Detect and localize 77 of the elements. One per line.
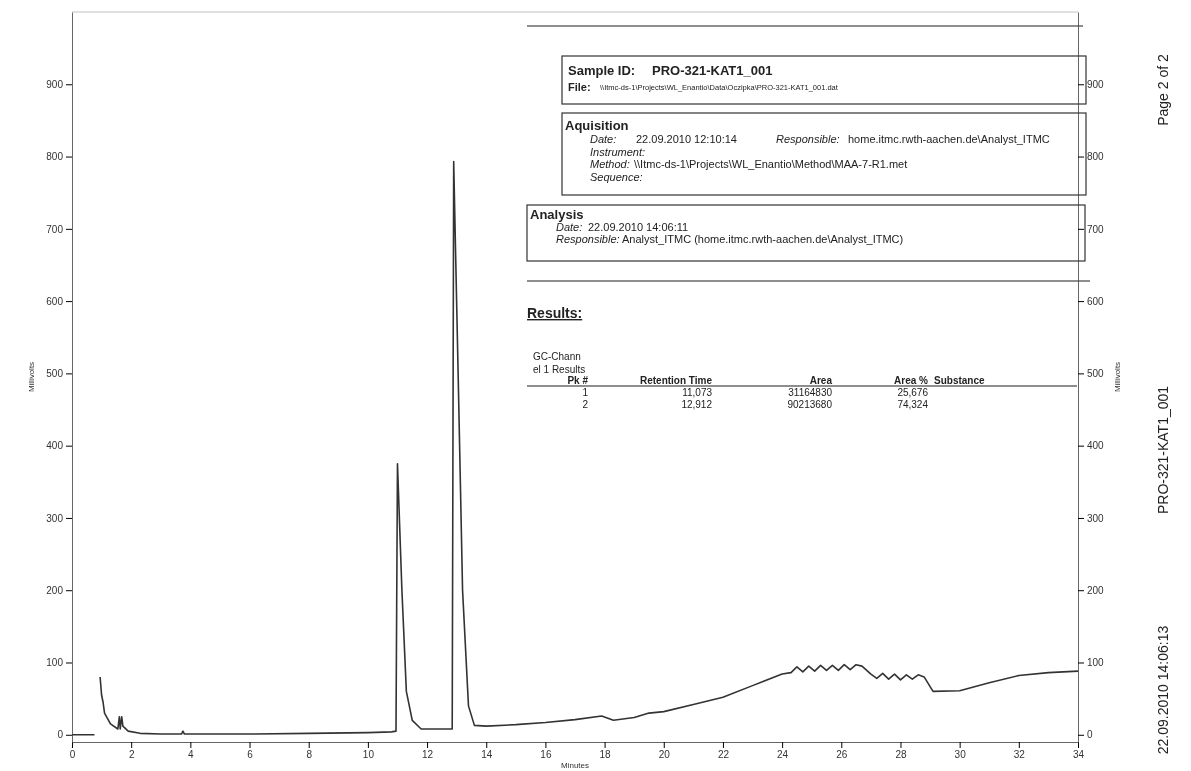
- y2-tick-label: 200: [1087, 584, 1105, 596]
- annotation: el 1 Results: [533, 364, 586, 375]
- y-tick-label: 500: [46, 368, 64, 380]
- annotation: Instrument:: [590, 146, 646, 158]
- annotation: 2: [582, 399, 589, 410]
- annotation: 11,073: [682, 387, 713, 398]
- x-tick-label: 30: [954, 749, 967, 761]
- x-tick-label: 24: [777, 749, 789, 761]
- y-tick-label: 200: [46, 584, 64, 596]
- y2-tick-label: 800: [1087, 151, 1105, 163]
- annotation: Pk #: [567, 375, 589, 386]
- x-tick-label: 2: [128, 749, 135, 761]
- x-tick-label: 32: [1013, 749, 1026, 761]
- y2-tick-label: 0: [1087, 729, 1093, 741]
- y-tick-label: 0: [57, 729, 64, 741]
- text: 22.09.2010 14:06:13: [1155, 625, 1171, 755]
- x-tick-label: 4: [188, 749, 195, 761]
- text: PRO-321-KAT1_001: [1155, 385, 1171, 515]
- x-tick-label: 18: [599, 749, 612, 761]
- y2-tick-label: 100: [1087, 657, 1105, 669]
- annotation: home.itmc.rwth-aachen.de\Analyst_ITMC: [848, 133, 1050, 145]
- y-tick-label: 100: [46, 657, 64, 669]
- annotation: File:: [568, 81, 591, 93]
- y2-tick-label: 300: [1087, 512, 1105, 524]
- annotation: Sample ID:: [568, 63, 636, 78]
- x-axis-title: Minutes: [560, 761, 590, 770]
- x-tick-label: 8: [306, 749, 313, 761]
- annotation: Results:: [527, 305, 583, 321]
- annotation: PRO-321-KAT1_001: [652, 63, 773, 78]
- x-tick-label: 26: [836, 749, 848, 761]
- y2-axis-title: Millivolts: [1113, 361, 1122, 393]
- y2-tick-label: 900: [1087, 78, 1105, 90]
- annotation: 22.09.2010 12:10:14: [636, 133, 737, 145]
- y-tick-label: 600: [46, 295, 64, 307]
- x-tick-label: 28: [895, 749, 907, 761]
- annotation: Analysis: [530, 207, 584, 222]
- x-tick-label: 16: [540, 749, 552, 761]
- annotation: 12,912: [681, 399, 713, 410]
- y-tick-label: 300: [46, 512, 64, 524]
- y-tick-label: 900: [46, 78, 64, 90]
- annotation: Aquisition: [565, 118, 629, 133]
- text: Page 2 of 2: [1155, 53, 1171, 126]
- x-tick-label: 0: [69, 749, 76, 761]
- y2-tick-label: 500: [1087, 368, 1105, 380]
- annotation: Analyst_ITMC (home.itmc.rwth-aachen.de\Analyst_ITMC): [622, 233, 904, 245]
- annotation: 1: [582, 387, 589, 398]
- y2-tick-label: 400: [1087, 440, 1105, 452]
- x-tick-label: 6: [247, 749, 254, 761]
- annotation: Date:: [556, 221, 583, 233]
- annotation: \\Itmc-ds-1\Projects\WL_Enantio\Method\MAA-7-R1.met: [634, 158, 908, 170]
- annotation: GC-Chann: [533, 351, 581, 362]
- x-tick-label: 12: [422, 749, 434, 761]
- annotation: 25,676: [897, 387, 929, 398]
- annotation: 90213680: [787, 399, 833, 410]
- annotation: Responsible:: [556, 233, 620, 245]
- annotation: Date:: [590, 133, 617, 145]
- annotation: Sequence:: [590, 171, 643, 183]
- annotation: Substance: [934, 375, 986, 386]
- y-tick-label: 800: [46, 151, 64, 163]
- annotation: Responsible:: [776, 133, 840, 145]
- y-tick-label: 700: [46, 223, 64, 235]
- x-tick-label: 34: [1072, 749, 1085, 761]
- x-tick-label: 10: [362, 749, 375, 761]
- x-tick-label: 20: [658, 749, 671, 761]
- annotation: 22.09.2010 14:06:11: [588, 221, 689, 233]
- annotation: Retention Time: [639, 375, 713, 386]
- y2-tick-label: 700: [1087, 223, 1105, 235]
- annotation: 74,324: [897, 399, 929, 410]
- annotation: Method:: [590, 158, 630, 170]
- y-tick-label: 400: [46, 440, 64, 452]
- x-tick-label: 14: [481, 749, 493, 761]
- x-tick-label: 22: [717, 749, 730, 761]
- annotation: 31164830: [788, 387, 833, 398]
- y-axis-title: Millivolts: [27, 361, 36, 393]
- y2-tick-label: 600: [1087, 295, 1105, 307]
- annotation: Area: [809, 375, 833, 386]
- annotation: Area %: [894, 375, 929, 386]
